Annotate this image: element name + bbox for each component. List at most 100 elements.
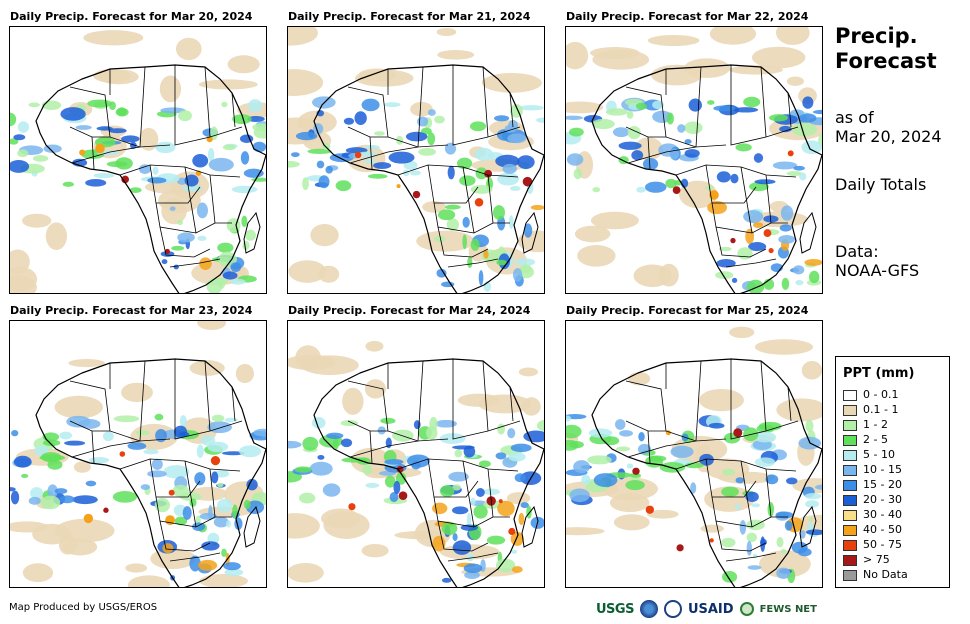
rain-patch xyxy=(566,439,579,451)
rain-patch xyxy=(112,491,138,503)
fews-net-logo: FEWS NET xyxy=(759,603,817,615)
rain-patch xyxy=(173,264,179,270)
rain-patch xyxy=(475,167,488,180)
dry-patch xyxy=(288,27,318,46)
madagascar-outline xyxy=(243,505,261,548)
rain-patch xyxy=(748,242,767,252)
rain-patch xyxy=(322,483,341,497)
rain-patch xyxy=(316,160,325,169)
country-border xyxy=(625,420,666,432)
heavy-rain-cell xyxy=(412,190,421,199)
rain-patch xyxy=(396,135,404,145)
rain-patch xyxy=(795,279,804,286)
data-source: Data: NOAA-GFS xyxy=(835,242,919,280)
rain-patch xyxy=(451,506,469,515)
country-border xyxy=(647,136,651,170)
rain-patch xyxy=(222,144,236,151)
madagascar-outline xyxy=(799,505,817,548)
africa-map xyxy=(566,326,822,587)
rain-patch xyxy=(252,141,266,153)
heavy-rain-cell xyxy=(709,538,714,543)
rain-patch xyxy=(721,571,738,583)
rain-patch xyxy=(769,114,788,122)
rain-patch xyxy=(814,484,822,490)
rain-patch xyxy=(665,178,677,189)
rain-patch xyxy=(441,577,452,583)
rain-patch xyxy=(194,472,206,486)
legend-item: 1 - 2 xyxy=(843,418,888,432)
rain-patch xyxy=(418,147,436,156)
madagascar-outline xyxy=(521,211,539,254)
rain-patch xyxy=(495,154,520,168)
dry-patch xyxy=(300,355,359,376)
dry-patch xyxy=(786,76,804,86)
country-border xyxy=(730,65,767,146)
panel-title-3: Daily Precip. Forecast for Mar 22, 2024 xyxy=(566,10,809,23)
rain-patch xyxy=(127,442,147,450)
dry-patch xyxy=(704,486,755,512)
rain-patch xyxy=(509,186,521,191)
rain-patch xyxy=(311,417,326,429)
dry-patch xyxy=(590,211,639,230)
rain-patch xyxy=(326,432,344,439)
rain-patch xyxy=(318,175,330,189)
dry-patch xyxy=(698,388,744,412)
rain-patch xyxy=(434,115,445,124)
dry-patch xyxy=(45,222,68,251)
rain-patch xyxy=(384,102,401,108)
rain-patch xyxy=(413,420,421,430)
rain-patch xyxy=(195,515,201,525)
dry-patch xyxy=(566,527,605,536)
rain-patch xyxy=(517,155,535,169)
heavy-rain-cell xyxy=(354,151,362,159)
credit-text: Map Produced by USGS/EROS xyxy=(9,602,158,613)
rain-patch xyxy=(196,202,208,219)
rain-patch xyxy=(614,419,626,430)
country-border xyxy=(627,440,697,458)
rain-patch xyxy=(786,171,803,177)
rain-patch xyxy=(54,488,68,494)
rain-patch xyxy=(355,151,378,158)
dry-patch xyxy=(83,30,144,46)
country-border xyxy=(787,92,792,128)
country-border xyxy=(740,166,753,234)
panel-title-4: Daily Precip. Forecast for Mar 23, 2024 xyxy=(10,304,253,317)
heavy-rain-cell xyxy=(210,456,221,466)
rain-patch xyxy=(201,541,220,551)
country-border xyxy=(69,420,110,432)
rain-patch xyxy=(749,182,769,192)
dry-patch xyxy=(775,27,810,45)
rain-patch xyxy=(10,490,20,505)
rain-patch xyxy=(216,498,233,513)
rain-patch xyxy=(365,482,380,488)
rain-patch xyxy=(716,259,736,268)
dry-patch xyxy=(481,72,542,93)
rain-patch xyxy=(309,461,333,476)
rain-patch xyxy=(573,168,583,180)
rain-patch xyxy=(361,98,380,112)
heavy-rain-cell xyxy=(83,513,94,524)
dry-patch xyxy=(139,127,159,151)
rain-patch xyxy=(21,473,29,479)
rain-patch xyxy=(299,492,316,504)
rain-patch xyxy=(523,223,533,238)
rain-patch xyxy=(510,531,524,546)
rain-patch xyxy=(677,124,686,133)
rain-patch xyxy=(177,110,192,122)
rain-patch xyxy=(708,422,725,429)
rain-patch xyxy=(384,459,404,465)
rain-patch xyxy=(514,473,526,483)
rain-patch xyxy=(497,423,505,435)
rain-patch xyxy=(751,503,761,508)
rain-patch xyxy=(754,457,776,467)
rain-patch xyxy=(154,413,164,421)
rain-patch xyxy=(612,127,630,138)
dry-patch xyxy=(235,363,254,384)
dry-patch xyxy=(54,395,103,419)
rain-patch xyxy=(735,143,752,152)
rain-patch xyxy=(207,421,233,434)
country-border xyxy=(437,226,489,258)
panel-title-5: Daily Precip. Forecast for Mar 24, 2024 xyxy=(288,304,531,317)
rain-patch xyxy=(447,165,455,180)
rain-patch xyxy=(10,138,19,145)
